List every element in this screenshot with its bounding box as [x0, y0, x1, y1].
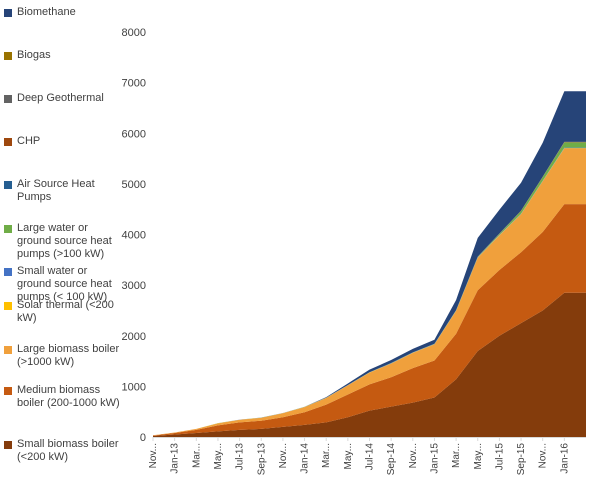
area-series-group	[153, 91, 586, 437]
legend-swatch	[4, 302, 12, 310]
x-axis: Nov... Jan-13 Mar... May... Jul-13 Sep-13 Nov.…	[148, 437, 586, 475]
legend-swatch	[4, 9, 12, 17]
y-tick-label: 7000	[122, 78, 146, 90]
x-tick-label: Sep-15	[516, 443, 527, 476]
x-tick-label: Nov...	[408, 443, 419, 468]
x-tick-label: Sep-14	[386, 443, 397, 476]
x-tick-label: Jan-16	[559, 443, 570, 474]
x-tick-label: May...	[343, 443, 354, 469]
y-tick-label: 0	[140, 432, 146, 444]
x-tick-label: May...	[473, 443, 484, 469]
x-tick-label: Nov...	[278, 443, 289, 468]
y-tick-label: 1000	[122, 381, 146, 393]
x-tick-label: Mar...	[321, 443, 332, 468]
legend-label: Small water or ground source heat pumps …	[17, 265, 112, 303]
x-tick-label: Jul-15	[494, 443, 505, 471]
legend-swatch	[4, 138, 12, 146]
x-tick-label: Mar...	[191, 443, 202, 468]
x-tick-label: Jul-13	[235, 443, 246, 471]
legend-label: Medium biomass boiler (200-1000 kW)	[17, 384, 120, 409]
y-tick-label: 8000	[122, 27, 146, 39]
x-tick-label: Nov...	[538, 443, 549, 468]
legend-label: Biomethane	[17, 6, 76, 18]
legend-swatch	[4, 52, 12, 60]
legend-label: Biogas	[17, 49, 51, 61]
legend-label: Large biomass boiler (>1000 kW)	[17, 343, 120, 368]
legend-swatch	[4, 268, 12, 276]
x-tick-label: Mar...	[451, 443, 462, 468]
legend-label: Large water or ground source heat pumps …	[17, 222, 112, 260]
legend-swatch	[4, 181, 12, 189]
legend-swatch	[4, 225, 12, 233]
legend-swatch	[4, 441, 12, 449]
area-medium-biomass-boiler-200-1000-kw	[153, 204, 586, 436]
y-axis: 0 1000 2000 3000 4000 5000 6000 7000 8000	[122, 27, 146, 444]
legend-label: Solar thermal (<200 kW)	[17, 299, 114, 324]
x-tick-label: May...	[213, 443, 224, 469]
x-tick-label: Nov...	[148, 443, 159, 468]
x-tick-label: Sep-13	[256, 443, 267, 476]
y-tick-label: 2000	[122, 331, 146, 343]
x-tick-label: Jan-13	[170, 443, 181, 474]
legend-swatch	[4, 387, 12, 395]
area-large-biomass-boiler-1000-kw	[153, 148, 586, 436]
legend-label: Deep Geothermal	[17, 92, 104, 104]
y-tick-label: 5000	[122, 179, 146, 191]
legend-label: CHP	[17, 135, 41, 147]
legend-swatch	[4, 346, 12, 354]
area-small-biomass-boiler-200-kw	[153, 292, 586, 437]
x-tick-label: Jan-14	[300, 443, 311, 474]
y-tick-label: 6000	[122, 128, 146, 140]
y-tick-label: 4000	[122, 230, 146, 242]
legend-label: Small biomass boiler (<200 kW)	[17, 438, 119, 463]
legend-label: Air Source Heat Pumps	[17, 178, 95, 203]
x-tick-label: Jan-15	[429, 443, 440, 474]
legend-swatch	[4, 95, 12, 103]
x-tick-label: Jul-14	[365, 443, 376, 471]
y-tick-label: 3000	[122, 280, 146, 292]
